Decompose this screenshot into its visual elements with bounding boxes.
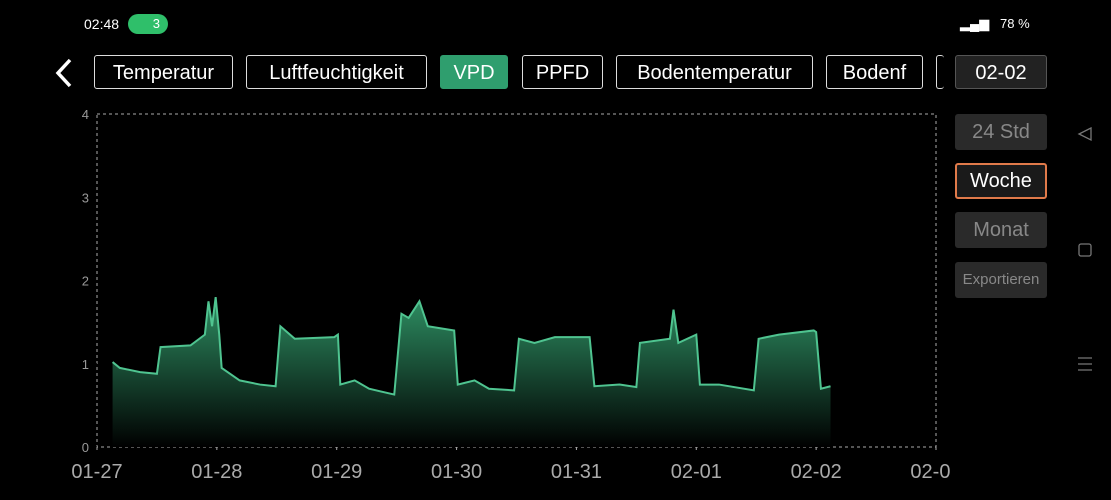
y-tick-label: 2 [82,274,89,289]
x-tick-label: 02-03 [910,461,950,483]
range-button[interactable]: 24 Std [955,114,1047,150]
x-tick-label: 02-02 [791,461,842,483]
chart: 0 1 2 3 4 01-27 01-28 01-29 01-30 01-31 02-01 02-02… [71,107,950,483]
range-button[interactable]: Monat [955,212,1047,248]
x-tick-label: 01-29 [311,461,362,483]
tab[interactable]: PPFD [522,55,603,89]
tab[interactable]: Temperatur [94,55,233,89]
date-button[interactable]: 02-02 [955,55,1047,89]
nav-back[interactable] [1077,126,1092,142]
area-fill [112,297,831,447]
tab-active[interactable]: VPD [440,55,508,89]
nav-home[interactable] [1078,243,1092,257]
tab[interactable]: Luftfeuchtigkeit [246,55,427,89]
tab-cut[interactable] [936,55,944,89]
tab[interactable]: Bodenf [826,55,923,89]
x-tick-label: 02-01 [671,461,722,483]
export-button[interactable]: Exportieren [955,262,1047,298]
tab[interactable]: Bodentemperatur [616,55,813,89]
range-button-active[interactable]: Woche [955,163,1047,199]
nav-bar [1077,126,1092,371]
y-tick-label: 3 [82,190,89,205]
data-line [111,297,831,396]
signal-icon: ▂▄▆ [960,16,990,31]
battery: 78 % [1000,16,1030,31]
status-time: 02:48 [84,16,120,32]
y-tick-label: 1 [82,357,89,372]
nav-menu[interactable] [1078,357,1092,371]
x-tick-label: 01-28 [191,461,242,483]
y-tick-label: 4 [82,107,89,122]
x-tick-label: 01-27 [71,461,122,483]
hotspot-count: 3 [152,16,160,31]
y-tick-label: 0 [82,440,89,455]
back-button[interactable] [52,56,76,90]
hotspot-pill: 3 [128,14,168,34]
x-tick-label: 01-31 [551,461,602,483]
x-tick-label: 01-30 [431,461,482,483]
